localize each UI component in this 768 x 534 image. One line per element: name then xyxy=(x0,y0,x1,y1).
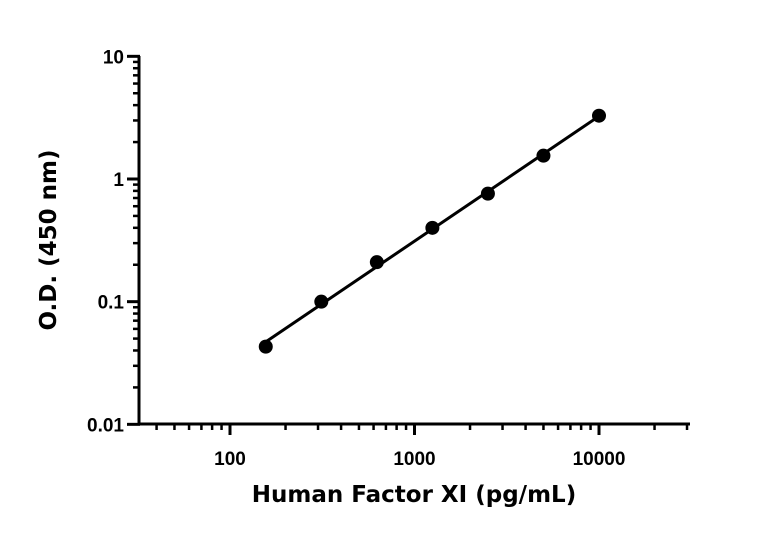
x-tick-label: 1000 xyxy=(393,449,435,470)
data-point xyxy=(258,339,273,354)
data-point xyxy=(425,220,440,235)
y-tick-label: 0.01 xyxy=(87,415,124,436)
y-tick-label: 1 xyxy=(113,170,124,191)
data-point xyxy=(369,255,384,270)
y-axis-title: O.D. (450 nm) xyxy=(36,149,62,330)
data-points xyxy=(258,108,606,354)
x-axis: 100 1000 10000 xyxy=(138,422,690,470)
y-tick-label: 10 xyxy=(103,47,124,68)
y-axis: 0.01 0.1 1 10 xyxy=(87,47,141,436)
x-axis-title: Human Factor XI (pg/mL) xyxy=(252,482,576,508)
x-tick-label: 10000 xyxy=(573,449,626,470)
data-point xyxy=(536,148,551,163)
y-tick-label: 0.1 xyxy=(98,293,125,314)
x-tick-label: 100 xyxy=(214,449,246,470)
data-point xyxy=(314,294,329,309)
data-point xyxy=(592,108,606,123)
data-point xyxy=(480,186,495,201)
